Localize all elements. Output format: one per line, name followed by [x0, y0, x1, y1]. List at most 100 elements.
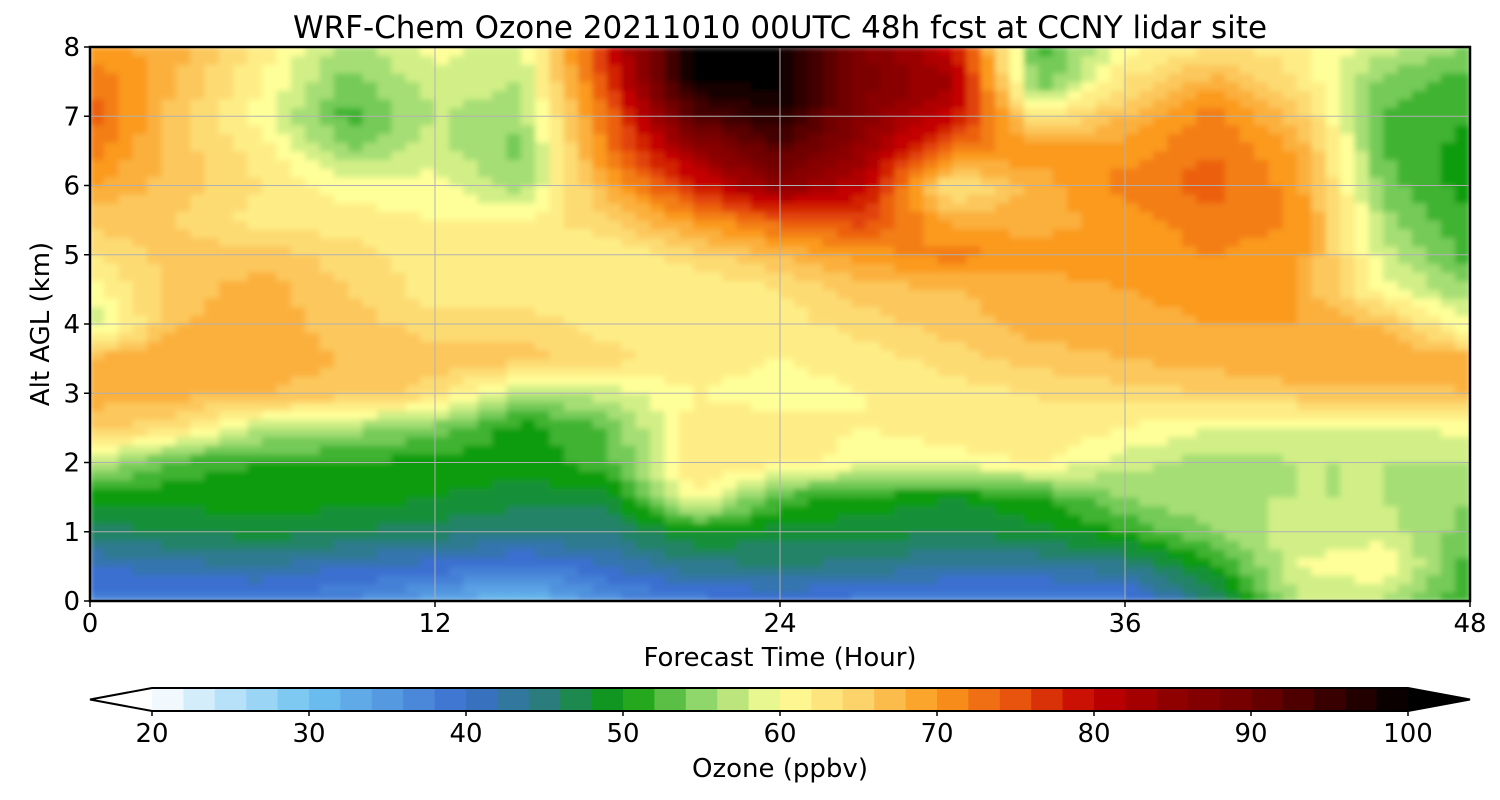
heatmap-cell: [1354, 531, 1370, 541]
heatmap-cell: [1455, 548, 1470, 559]
heatmap-cell: [333, 167, 350, 178]
heatmap-cell: [966, 167, 982, 178]
heatmap-cell: [218, 392, 235, 403]
heatmap-cell: [1210, 522, 1227, 533]
heatmap-cell: [851, 159, 867, 169]
heatmap-cell: [607, 323, 623, 334]
heatmap-cell: [851, 288, 867, 299]
heatmap-cell: [1368, 591, 1385, 601]
heatmap-cell: [650, 375, 666, 386]
heatmap-cell: [1368, 548, 1385, 559]
heatmap-cell: [880, 254, 896, 264]
heatmap-cell: [750, 340, 767, 351]
heatmap-cell: [1268, 479, 1284, 489]
heatmap-cell: [276, 306, 292, 316]
heatmap-cell: [434, 297, 450, 308]
heatmap-cell: [822, 470, 838, 481]
heatmap-cell: [937, 228, 953, 238]
heatmap-cell: [1138, 392, 1155, 403]
heatmap-cell: [937, 323, 953, 334]
heatmap-cell: [1225, 297, 1241, 308]
heatmap-cell: [175, 505, 192, 515]
heatmap-cell: [952, 202, 968, 212]
heatmap-cell: [1440, 280, 1457, 290]
heatmap-cell: [1297, 462, 1313, 472]
heatmap-cell: [118, 297, 134, 308]
heatmap-cell: [204, 565, 220, 576]
heatmap-cell: [233, 340, 249, 351]
heatmap-cell: [1225, 548, 1241, 559]
heatmap-cell: [218, 271, 235, 282]
heatmap-cell: [837, 479, 853, 489]
heatmap-cell: [592, 487, 608, 498]
heatmap-cell: [506, 470, 522, 481]
heatmap-cell: [1340, 332, 1356, 342]
heatmap-cell: [1124, 401, 1140, 412]
heatmap-cell: [1311, 314, 1327, 325]
heatmap-cell: [1038, 150, 1054, 161]
heatmap-cell: [1196, 358, 1212, 368]
heatmap-cell: [1268, 427, 1284, 438]
heatmap-cell: [808, 410, 824, 420]
heatmap-cell: [1110, 505, 1126, 515]
heatmap-cell: [1124, 513, 1140, 524]
heatmap-cell: [204, 513, 220, 524]
heatmap-cell: [103, 462, 120, 472]
heatmap-cell: [865, 583, 882, 593]
heatmap-cell: [348, 271, 364, 282]
heatmap-cell: [1110, 418, 1126, 429]
heatmap-cell: [1110, 228, 1126, 238]
heatmap-cell: [822, 375, 838, 386]
heatmap-cell: [175, 513, 192, 524]
heatmap-cell: [750, 288, 767, 299]
heatmap-cell: [319, 401, 335, 412]
heatmap-cell: [1383, 314, 1399, 325]
heatmap-cell: [276, 366, 292, 377]
heatmap-cell: [966, 496, 982, 507]
heatmap-cell: [693, 271, 709, 282]
heatmap-cell: [161, 210, 177, 221]
heatmap-cell: [923, 444, 939, 455]
heatmap-cell: [1397, 453, 1413, 463]
heatmap-cell: [132, 375, 148, 386]
heatmap-cell: [865, 392, 882, 403]
heatmap-cell: [1052, 522, 1068, 533]
heatmap-cell: [1210, 358, 1227, 368]
heatmap-cell: [377, 236, 393, 247]
heatmap-cell: [908, 401, 925, 412]
heatmap-cell: [463, 418, 479, 429]
heatmap-cell: [377, 565, 393, 576]
heatmap-cell: [492, 288, 508, 299]
heatmap-cell: [1182, 418, 1198, 429]
heatmap-cell: [880, 418, 896, 429]
heatmap-cell: [118, 513, 134, 524]
heatmap-cell: [1052, 375, 1068, 386]
heatmap-cell: [305, 410, 321, 420]
heatmap-cell: [420, 574, 436, 585]
heatmap-cell: [1153, 531, 1169, 541]
heatmap-cell: [1325, 193, 1342, 204]
heatmap-cell: [161, 539, 177, 550]
heatmap-cell: [1440, 271, 1457, 282]
heatmap-cell: [1253, 487, 1270, 498]
heatmap-cell: [1067, 314, 1083, 325]
heatmap-cell: [90, 314, 105, 325]
heatmap-cell: [650, 496, 666, 507]
heatmap-cell: [1153, 410, 1169, 420]
heatmap-cell: [765, 591, 781, 601]
heatmap-cell: [1311, 574, 1327, 585]
heatmap-cell: [592, 185, 608, 195]
heatmap-cell: [808, 548, 824, 559]
heatmap-cell: [1196, 548, 1212, 559]
heatmap-cell: [1081, 228, 1097, 238]
heatmap-cell: [908, 574, 925, 585]
heatmap-cell: [1383, 392, 1399, 403]
heatmap-cell: [477, 591, 493, 601]
heatmap-cell: [1210, 288, 1227, 299]
heatmap-cell: [693, 366, 709, 377]
heatmap-cell: [218, 314, 235, 325]
heatmap-cell: [635, 159, 652, 169]
heatmap-cell: [995, 410, 1011, 420]
heatmap-cell: [707, 349, 723, 360]
heatmap-cell: [1397, 513, 1413, 524]
